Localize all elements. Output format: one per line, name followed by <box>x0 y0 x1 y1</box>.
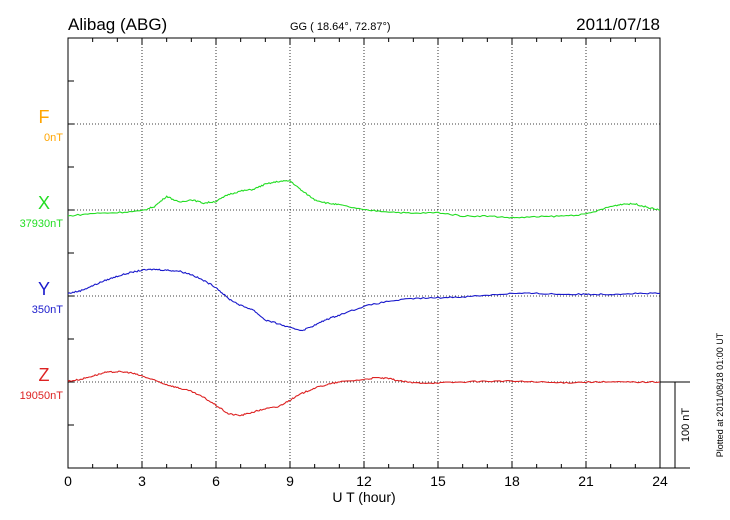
coordinates-label: GG ( 18.64°, 72.87°) <box>290 21 391 33</box>
x-tick-label: 12 <box>356 473 372 489</box>
scale-bar-label: 100 nT <box>680 408 692 443</box>
channel-name-f: F <box>39 107 50 127</box>
x-tick-label: 21 <box>578 473 594 489</box>
channel-name-x: X <box>38 193 50 213</box>
channel-baseline-f: 0nT <box>44 132 63 144</box>
x-tick-label: 0 <box>64 473 72 489</box>
channel-labels: F 0nT X 37930nT Y 350nT Z 19050nT <box>20 107 64 402</box>
channel-name-y: Y <box>38 279 50 299</box>
x-axis-label: U T (hour) <box>332 489 395 505</box>
x-tick-label: 18 <box>504 473 520 489</box>
date-label: 2011/07/18 <box>576 15 660 34</box>
plot-frame <box>67 37 661 469</box>
x-tick-label: 24 <box>652 473 668 489</box>
plotted-at-note: Plotted at 2011/08/18 01:00 UT <box>715 332 725 457</box>
grid-lines <box>68 38 660 468</box>
station-title: Alibag (ABG) <box>68 15 167 34</box>
x-tick-label: 3 <box>138 473 146 489</box>
channel-name-z: Z <box>39 365 50 385</box>
series-line-z <box>67 370 661 417</box>
scale-bar: 100 nT <box>660 381 692 469</box>
series-traces <box>67 180 661 417</box>
x-axis-ticks: 0 3 6 9 12 15 18 21 24 <box>64 38 668 489</box>
x-tick-label: 9 <box>286 473 294 489</box>
series-line-x <box>67 180 660 219</box>
x-tick-label: 15 <box>430 473 446 489</box>
channel-baseline-z: 19050nT <box>20 390 64 402</box>
x-tick-label: 6 <box>212 473 220 489</box>
series-line-y <box>67 268 660 332</box>
channel-baseline-x: 37930nT <box>20 218 64 230</box>
channel-baseline-y: 350nT <box>32 304 63 316</box>
